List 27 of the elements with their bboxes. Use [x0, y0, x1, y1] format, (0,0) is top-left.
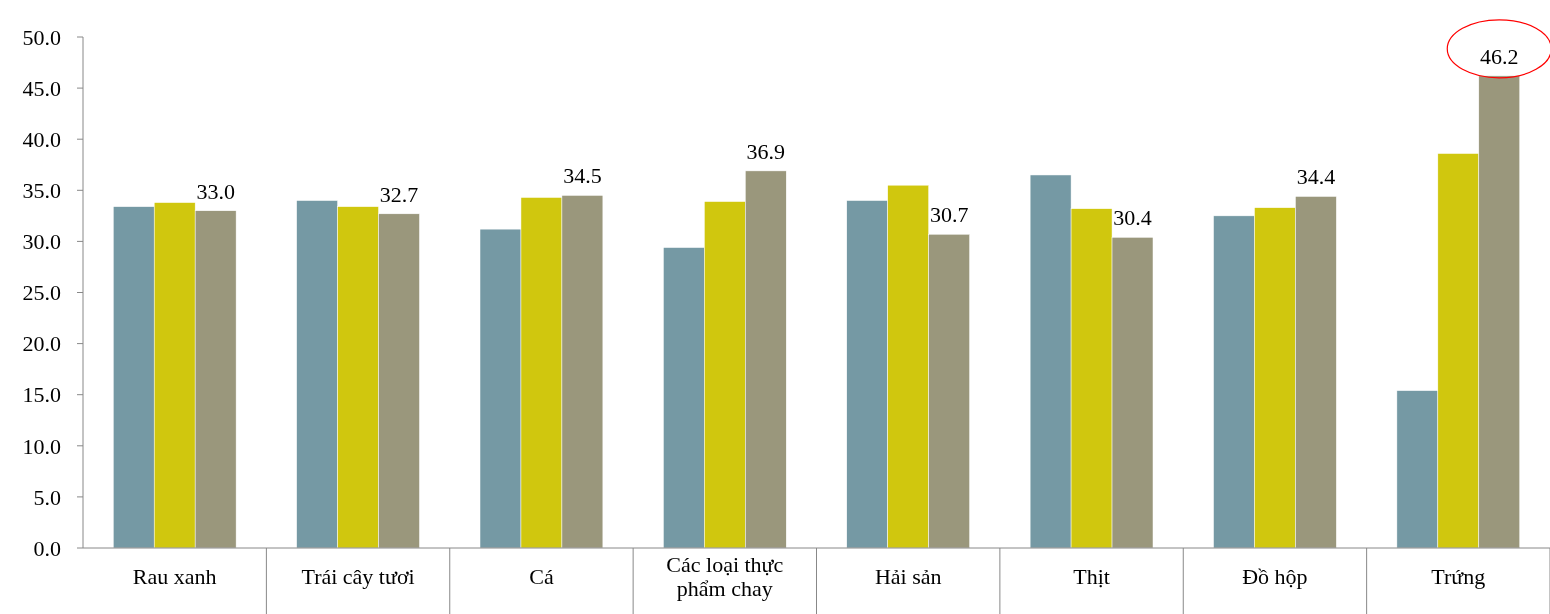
y-tick-label: 30.0 — [22, 229, 61, 255]
y-tick-label: 50.0 — [22, 24, 61, 50]
data-label: 32.7 — [379, 181, 419, 207]
y-tick-label: 40.0 — [22, 126, 61, 152]
y-tick-label: 5.0 — [33, 484, 61, 510]
y-tick-label: 0.0 — [33, 535, 61, 561]
x-tick-label: Thịt — [1073, 564, 1110, 589]
x-tick-label: Cá — [529, 564, 554, 589]
data-label: 46.2 — [1480, 43, 1519, 69]
data-label: 30.4 — [1113, 205, 1152, 231]
y-tick-label: 20.0 — [22, 331, 61, 357]
x-tick-label: Trứng — [1431, 564, 1486, 589]
data-label: 33.0 — [196, 178, 235, 204]
x-tick-label: Rau xanh — [132, 564, 217, 589]
x-tick-label: Đồ hộp — [1242, 564, 1308, 589]
x-tick-label: Hải sản — [874, 564, 942, 589]
data-label: 36.9 — [746, 138, 786, 164]
data-label: 30.7 — [929, 202, 969, 228]
y-tick-label: 15.0 — [22, 382, 61, 408]
x-tick-label: Trái cây tươi — [301, 564, 415, 589]
y-tick-label: 10.0 — [22, 433, 61, 459]
y-tick-label: 45.0 — [22, 75, 61, 101]
x-tick-label: Các loại thực phẩm chay — [666, 552, 784, 601]
y-tick-label: 25.0 — [22, 280, 61, 306]
data-label: 34.5 — [563, 163, 602, 189]
data-label: 34.4 — [1296, 164, 1336, 190]
y-tick-label: 35.0 — [22, 178, 61, 203]
